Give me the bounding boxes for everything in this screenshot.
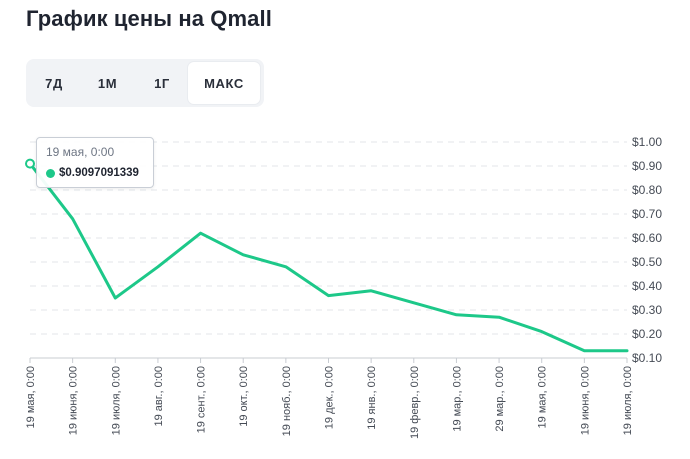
tooltip-row: $0.9097091339 — [46, 167, 145, 179]
y-tick-label: $0.80 — [632, 183, 662, 197]
y-tick-label: $0.40 — [632, 279, 662, 293]
tab-1y[interactable]: 1Г — [154, 75, 170, 91]
data-point[interactable] — [540, 330, 543, 333]
x-tick-label: 29 мар., 0:00 — [494, 366, 506, 432]
x-tick-label: 19 февр., 0:00 — [409, 366, 421, 439]
tab-1m[interactable]: 1М — [97, 75, 118, 91]
tab-7d[interactable]: 7Д — [45, 75, 63, 91]
x-axis-ticks: 19 мая, 0:00 19 июня, 0:00 19 июля, 0:00 19… — [25, 358, 634, 439]
y-tick-label: $0.90 — [632, 159, 662, 173]
hovered-point-marker — [25, 158, 35, 169]
x-tick-label: 19 мая, 0:00 — [537, 366, 549, 428]
data-point[interactable] — [583, 349, 586, 352]
data-point[interactable] — [626, 349, 629, 352]
data-point[interactable] — [498, 316, 501, 319]
data-point[interactable] — [412, 301, 415, 304]
data-point[interactable] — [199, 232, 202, 235]
y-tick-label: $1.00 — [632, 135, 662, 149]
x-tick-label: 19 июня, 0:00 — [68, 366, 80, 435]
tab-max[interactable]: МАКС — [188, 62, 260, 104]
x-tick-label: 19 янв., 0:00 — [366, 366, 378, 430]
y-tick-label: $0.60 — [632, 231, 662, 245]
tooltip-date: 19 мая, 0:00 — [46, 145, 115, 159]
chart-tooltip: 19 мая, 0:00 $0.9097091339 — [36, 137, 154, 188]
data-point[interactable] — [156, 265, 159, 268]
x-tick-label: 19 сент., 0:00 — [196, 366, 208, 433]
series-dot-icon — [46, 168, 55, 178]
data-point[interactable] — [242, 253, 245, 256]
data-point[interactable] — [284, 265, 287, 268]
y-tick-label: $0.50 — [632, 255, 662, 269]
y-tick-label: $0.30 — [632, 303, 662, 317]
y-tick-label: $0.70 — [632, 207, 662, 221]
x-tick-label: 19 дек., 0:00 — [324, 366, 336, 429]
data-point[interactable] — [370, 289, 373, 292]
y-tick-label: $0.20 — [632, 327, 662, 341]
page-title: График цены на Qmall — [26, 6, 272, 31]
data-point[interactable] — [71, 217, 74, 220]
y-axis-ticks: $1.00 $0.90 $0.80 $0.70 $0.60 $0.50 $0.40 $0.30… — [632, 135, 662, 365]
x-tick-label: 19 нояб., 0:00 — [281, 366, 293, 436]
range-tabs: 7Д 1М 1Г МАКС — [26, 59, 264, 107]
x-tick-label: 19 окт., 0:00 — [238, 366, 250, 427]
x-tick-label: 19 июня, 0:00 — [579, 366, 591, 435]
x-tick-label: 19 мар., 0:00 — [451, 366, 463, 432]
data-point[interactable] — [327, 294, 330, 297]
x-tick-label: 19 июля, 0:00 — [622, 366, 634, 435]
tooltip-value: $0.9097091339 — [59, 167, 139, 179]
y-tick-label: $0.10 — [632, 351, 662, 365]
x-tick-label: 19 июля, 0:00 — [110, 366, 122, 435]
x-tick-label: 19 мая, 0:00 — [25, 366, 37, 428]
series-line — [28, 162, 629, 353]
x-tick-label: 19 авг., 0:00 — [153, 366, 165, 427]
data-point[interactable] — [114, 297, 117, 300]
series-group — [25, 158, 629, 353]
data-point[interactable] — [455, 313, 458, 316]
